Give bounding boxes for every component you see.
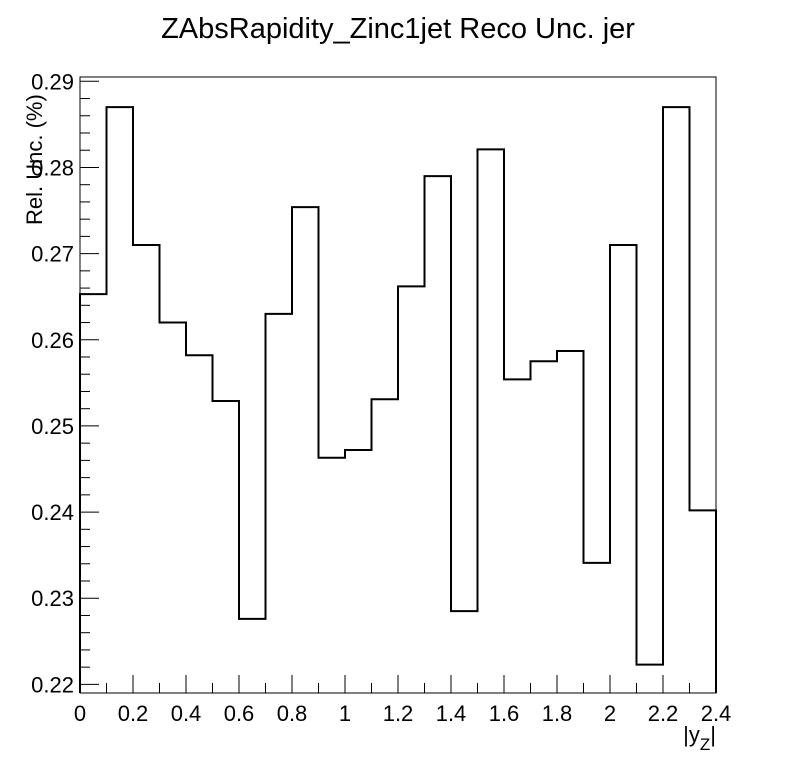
x-tick-label: 1.2 bbox=[383, 701, 414, 726]
y-axis-label: Rel. Unc. (%) bbox=[22, 94, 47, 225]
histogram-step-line bbox=[79, 106, 717, 693]
y-axis-tick-labels: 0.22 0.23 0.24 0.25 0.26 0.27 0.28 0.29 bbox=[31, 69, 74, 697]
x-tick-label: 1.8 bbox=[542, 701, 573, 726]
y-tick-label: 0.28 bbox=[31, 155, 74, 180]
x-axis-label: |yZ| bbox=[683, 722, 716, 754]
x-tick-label: 2 bbox=[604, 701, 616, 726]
x-tick-label: 2.2 bbox=[648, 701, 679, 726]
y-tick-label: 0.23 bbox=[31, 586, 74, 611]
x-tick-label: 0.6 bbox=[224, 701, 255, 726]
x-tick-label: 0.8 bbox=[277, 701, 308, 726]
x-axis-tick-labels: 0 0.2 0.4 0.6 0.8 1 1.2 1.4 1.6 1.8 2 2.2 2.4 bbox=[74, 701, 731, 726]
y-tick-label: 0.29 bbox=[31, 69, 74, 94]
x-axis-label-main: |y bbox=[683, 722, 700, 747]
x-tick-label: 1.6 bbox=[489, 701, 520, 726]
x-tick-label: 1 bbox=[339, 701, 351, 726]
x-tick-label: 1.4 bbox=[436, 701, 467, 726]
y-axis-ticks bbox=[80, 80, 99, 685]
y-tick-label: 0.26 bbox=[31, 328, 74, 353]
x-tick-label: 0 bbox=[74, 701, 86, 726]
x-axis-label-close: | bbox=[710, 722, 716, 747]
x-axis-label-subscript: Z bbox=[700, 735, 710, 754]
y-tick-label: 0.25 bbox=[31, 414, 74, 439]
x-tick-label: 0.2 bbox=[118, 701, 149, 726]
chart-title: ZAbsRapidity_Zinc1jet Reco Unc. jer bbox=[161, 13, 635, 45]
x-tick-label: 0.4 bbox=[171, 701, 202, 726]
x-axis-ticks bbox=[79, 675, 717, 693]
x-tick-label: 2.4 bbox=[701, 701, 732, 726]
y-tick-label: 0.24 bbox=[31, 500, 74, 525]
y-tick-label: 0.22 bbox=[31, 672, 74, 697]
y-tick-label: 0.27 bbox=[31, 242, 74, 267]
